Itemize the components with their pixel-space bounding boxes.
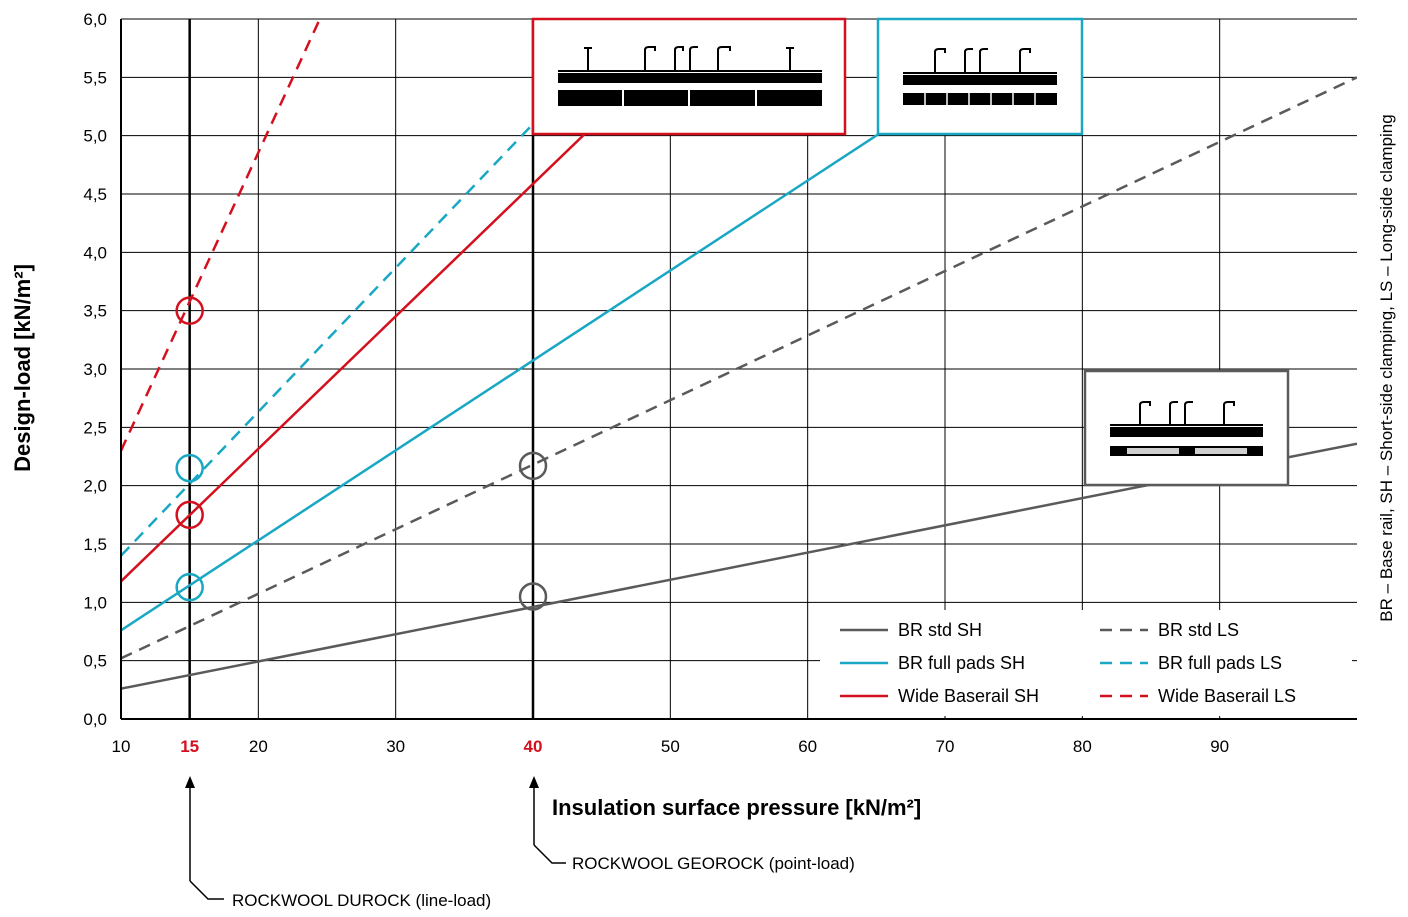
legend-label-3: BR full pads LS — [1158, 653, 1282, 673]
y-tick-label-2: 1,0 — [83, 593, 107, 612]
marker-0 — [175, 296, 204, 325]
annotation-georock-text: ROCKWOOL GEOROCK (point-load) — [572, 854, 855, 873]
pad-bar — [1110, 446, 1263, 456]
x-tick-label-1: 15 — [180, 737, 199, 756]
rail-bar — [903, 75, 1057, 85]
y-tick-label-9: 4,5 — [83, 185, 107, 204]
y-tick-label-12: 6,0 — [83, 10, 107, 29]
y-tick-label-5: 2,5 — [83, 418, 107, 437]
inset-std — [1083, 369, 1290, 487]
marker-5 — [518, 582, 548, 611]
axes — [120, 19, 1357, 720]
series-line-1 — [121, 76, 1357, 660]
x-tick-label-7: 70 — [936, 737, 955, 756]
x-axis-title: Insulation surface pressure [kN/m²] — [552, 795, 921, 820]
rail-profile-wide — [558, 46, 822, 72]
marker-3 — [175, 572, 204, 602]
y-tick-label-10: 5,0 — [83, 127, 107, 146]
y-tick-label-4: 2,0 — [83, 477, 107, 496]
legend-label-0: BR std SH — [898, 620, 982, 640]
y-tick-label-0: 0,0 — [83, 710, 107, 729]
x-tick-label-9: 90 — [1210, 737, 1229, 756]
marker-2 — [175, 500, 204, 530]
rail-profile-full-pads — [903, 48, 1057, 74]
legend-label-5: Wide Baserail LS — [1158, 686, 1296, 706]
y-tick-label-7: 3,5 — [83, 302, 107, 321]
y-axis-title: Design-load [kN/m²] — [10, 264, 35, 472]
marker-1 — [175, 453, 204, 483]
x-tick-label-3: 30 — [386, 737, 405, 756]
y-tick-label-6: 3,0 — [83, 360, 107, 379]
tick-labels: 0,0 0,5 1,0 1,5 2,0 2,5 3,0 3,5 4,0 4,5 5,0 5,5 6,0 1… — [83, 10, 1229, 756]
legend-label-1: BR std LS — [1158, 620, 1239, 640]
pad-bar — [903, 93, 1057, 105]
annotation-georock: ROCKWOOL GEOROCK (point-load) — [529, 776, 855, 873]
marker-4 — [518, 451, 548, 481]
annotation-durock: ROCKWOOL DUROCK (line-load) — [185, 776, 491, 910]
legend: BR std SH BR std LS BR full pads SH BR full… — [820, 610, 1352, 716]
y-tick-label-3: 1,5 — [83, 535, 107, 554]
x-tick-label-0: 10 — [112, 737, 131, 756]
annotation-durock-text: ROCKWOOL DUROCK (line-load) — [232, 891, 491, 910]
x-tick-label-8: 80 — [1073, 737, 1092, 756]
reference-lines — [188, 19, 535, 719]
x-tick-label-4: 40 — [524, 737, 543, 756]
legend-label-4: Wide Baserail SH — [898, 686, 1039, 706]
legend-label-2: BR full pads SH — [898, 653, 1025, 673]
inset-wide-baserail — [531, 17, 847, 136]
series-line-2 — [121, 19, 1057, 632]
series-line-4 — [121, 19, 706, 583]
rail-profile-std — [1110, 401, 1263, 426]
inset-full-pads — [876, 17, 1084, 136]
y-tick-label-11: 5,5 — [83, 68, 107, 87]
rail-bar — [558, 73, 822, 83]
rail-bar — [1110, 427, 1263, 437]
y-tick-label-8: 4,0 — [83, 243, 107, 262]
side-label: BR – Base rail, SH – Short-side clamping… — [1377, 114, 1396, 621]
y-tick-label-1: 0,5 — [83, 652, 107, 671]
x-tick-label-6: 60 — [798, 737, 817, 756]
x-tick-label-2: 20 — [249, 737, 268, 756]
x-tick-label-5: 50 — [661, 737, 680, 756]
markers-layer — [175, 296, 548, 611]
